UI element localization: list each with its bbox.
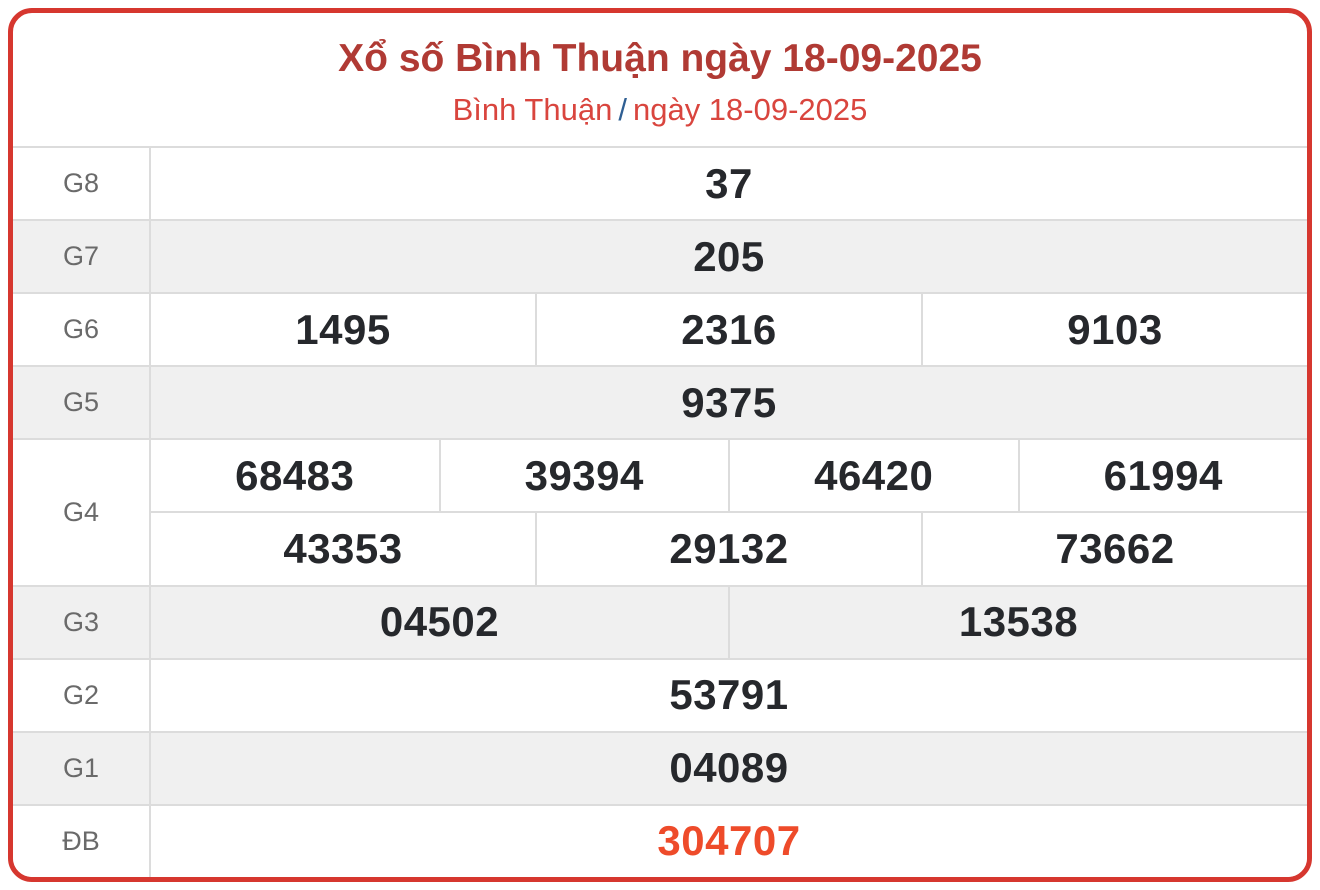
prize-label-g3: G3 (13, 586, 151, 658)
prize-row-db: ĐB 304707 (13, 803, 1307, 877)
prize-row-g4: G4 68483 39394 46420 61994 43353 29132 73662 (13, 438, 1308, 585)
prize-row-g5: G5 9375 (13, 365, 1307, 439)
prize-label-g2: G2 (13, 659, 151, 731)
prize-value-line: 53791 (151, 660, 1307, 731)
prize-number: 2316 (535, 294, 921, 366)
prize-number: 53791 (669, 671, 789, 719)
subtitle-date: ngày 18-09-2025 (632, 91, 868, 127)
prize-number: 04089 (669, 744, 789, 792)
prize-row-g3: G3 04502 13538 (13, 584, 1307, 658)
prize-row-g2: G2 53791 (13, 657, 1307, 731)
prize-number: 9103 (921, 294, 1307, 366)
prize-values-g5: 9375 (151, 367, 1307, 438)
subtitle-region: Bình Thuận (452, 91, 613, 127)
prize-row-g6: G6 1495 2316 9103 (13, 292, 1307, 366)
results-header: Xổ số Bình Thuận ngày 18-09-2025 Bình Th… (13, 13, 1307, 146)
prize-row-g8: G8 37 (13, 148, 1307, 220)
prize-table: G8 37 G7 205 G6 1495 2316 9103 G5 9375 G4 68483 3939… (13, 146, 1307, 877)
page-subtitle: Bình Thuận / ngày 18-09-2025 (453, 87, 868, 133)
prize-values-g2: 53791 (151, 660, 1307, 731)
prize-label-g7: G7 (13, 221, 151, 293)
page-title: Xổ số Bình Thuận ngày 18-09-2025 (338, 36, 982, 80)
prize-number: 39394 (438, 440, 729, 512)
prize-values-g3: 04502 13538 (151, 586, 1307, 658)
prize-number: 04502 (379, 598, 500, 646)
prize-row-g7: G7 205 (13, 219, 1307, 293)
prize-number: 205 (693, 232, 765, 280)
prize-values-g8: 37 (151, 148, 1307, 219)
prize-number: 9375 (681, 378, 777, 426)
prize-number: 43353 (283, 525, 403, 573)
prize-label-g4: G4 (13, 440, 151, 585)
prize-values-g7: 205 (151, 221, 1307, 292)
prize-number: 46420 (728, 440, 1018, 512)
prize-value-line: 9375 (151, 367, 1307, 438)
prize-number: 37 (705, 159, 753, 207)
prize-label-g8: G8 (13, 148, 151, 220)
prize-number: 304707 (657, 817, 801, 865)
prize-value-line: 04089 (151, 733, 1307, 804)
prize-value-line: 37 (151, 148, 1307, 219)
prize-value-line: 205 (151, 221, 1307, 292)
prize-number: 61994 (1017, 440, 1308, 512)
prize-values-g6: 1495 2316 9103 (151, 294, 1307, 366)
prize-number: 68483 (235, 451, 355, 499)
prize-label-g5: G5 (13, 367, 151, 439)
prize-value-line: 304707 (151, 806, 1307, 877)
prize-label-g1: G1 (13, 732, 151, 804)
prize-values-db: 304707 (151, 806, 1307, 877)
prize-value-line: 43353 29132 73662 (151, 511, 1307, 585)
lottery-results-card: Xổ số Bình Thuận ngày 18-09-2025 Bình Th… (8, 8, 1312, 882)
prize-values-g1: 04089 (151, 733, 1307, 804)
prize-number: 1495 (295, 305, 391, 353)
prize-number: 13538 (728, 586, 1307, 658)
prize-label-db: ĐB (13, 805, 151, 877)
prize-value-line: 68483 39394 46420 61994 (151, 440, 1308, 512)
prize-row-g1: G1 04089 (13, 730, 1307, 804)
prize-value-line: 04502 13538 (151, 586, 1307, 658)
prize-value-line: 1495 2316 9103 (151, 294, 1307, 366)
prize-label-g6: G6 (13, 294, 151, 366)
prize-number: 29132 (535, 513, 921, 585)
subtitle-separator: / (618, 91, 627, 127)
prize-values-g4: 68483 39394 46420 61994 43353 29132 73662 (151, 440, 1308, 585)
prize-number: 73662 (921, 513, 1307, 585)
